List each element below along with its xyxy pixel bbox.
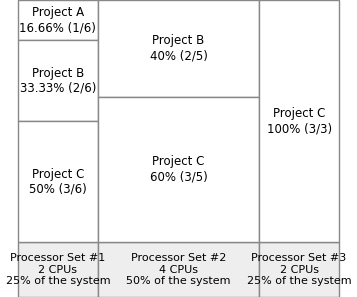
Bar	[18, 121, 98, 242]
Text: Project B
33.33% (2/6): Project B 33.33% (2/6)	[20, 67, 96, 95]
Bar	[18, 242, 98, 297]
Text: Processor Set #1
2 CPUs
25% of the system: Processor Set #1 2 CPUs 25% of the syste…	[6, 253, 110, 286]
Text: Project C
50% (3/6): Project C 50% (3/6)	[29, 168, 87, 195]
Bar	[98, 242, 259, 297]
Bar	[18, 40, 98, 121]
Text: Project B
40% (2/5): Project B 40% (2/5)	[150, 34, 207, 62]
Text: Processor Set #3
2 CPUs
25% of the system: Processor Set #3 2 CPUs 25% of the syste…	[247, 253, 351, 286]
Bar	[98, 97, 259, 242]
Text: Processor Set #2
4 CPUs
50% of the system: Processor Set #2 4 CPUs 50% of the syste…	[126, 253, 231, 286]
Bar	[259, 0, 339, 242]
Text: Project A
16.66% (1/6): Project A 16.66% (1/6)	[20, 6, 96, 34]
Bar	[98, 0, 259, 97]
Bar	[259, 242, 339, 297]
Text: Project C
60% (3/5): Project C 60% (3/5)	[150, 155, 207, 184]
Text: Project C
100% (3/3): Project C 100% (3/3)	[267, 107, 332, 135]
Bar	[18, 0, 98, 40]
